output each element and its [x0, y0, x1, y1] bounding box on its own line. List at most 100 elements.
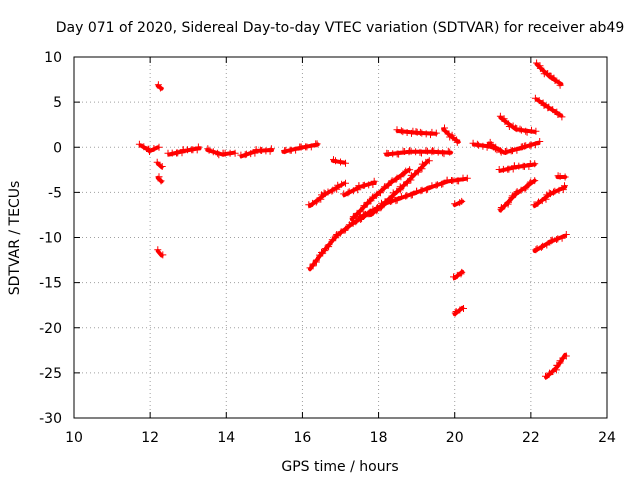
data-point [501, 202, 509, 210]
data-point [439, 149, 447, 157]
data-point [451, 200, 459, 208]
data-point [423, 147, 431, 155]
data-point [317, 195, 325, 203]
data-point [416, 148, 424, 156]
data-point [542, 195, 550, 203]
data-point [453, 138, 461, 146]
x-tick-label: 14 [217, 430, 235, 446]
data-point [535, 198, 542, 206]
data-point [516, 125, 524, 133]
data-point [215, 151, 223, 159]
data-series [135, 59, 570, 380]
data-point [561, 173, 569, 181]
data-point [205, 146, 213, 154]
data-point [449, 134, 457, 142]
axis-ticks: 10 12 14 16 18 20 22 24 -30 -25 -20 -15 -10 -5 0 5 10 [39, 50, 616, 446]
data-point [395, 150, 403, 158]
data-point [531, 141, 539, 149]
data-point [519, 143, 527, 151]
data-point [412, 148, 420, 156]
data-point [338, 180, 346, 188]
y-tick-label: 5 [53, 95, 62, 111]
data-point [313, 140, 321, 148]
data-point [446, 148, 454, 156]
data-point [349, 213, 357, 221]
data-point [378, 199, 385, 207]
data-point [393, 196, 401, 204]
data-point [146, 148, 153, 155]
data-point [251, 149, 259, 157]
data-point [155, 143, 163, 151]
data-segment [486, 138, 544, 156]
x-tick-label: 20 [446, 430, 464, 446]
data-segment [305, 179, 349, 209]
data-point [369, 208, 377, 216]
data-segment [441, 124, 461, 146]
data-point [369, 181, 377, 188]
data-segment [451, 197, 466, 208]
data-point [333, 231, 341, 238]
data-point [332, 157, 339, 165]
data-point [140, 143, 148, 151]
data-point [342, 225, 350, 233]
data-point [452, 308, 460, 315]
data-point [418, 149, 425, 157]
data-point [513, 146, 521, 154]
data-point [204, 145, 212, 153]
data-point [530, 201, 538, 209]
data-point [157, 177, 165, 185]
data-point [531, 160, 539, 168]
data-point [547, 190, 554, 198]
data-point [523, 128, 531, 136]
data-point [313, 197, 321, 205]
data-point [422, 130, 430, 138]
data-point [439, 180, 447, 188]
data-point [553, 236, 561, 243]
y-tick-label: -25 [39, 366, 62, 382]
data-point [509, 165, 517, 173]
x-tick-label: 10 [65, 430, 83, 446]
data-point [532, 246, 540, 254]
data-point [389, 193, 397, 201]
data-point [387, 178, 395, 186]
data-point [549, 368, 557, 375]
data-point [554, 235, 562, 243]
data-point [337, 228, 345, 236]
data-point [545, 189, 553, 197]
data-segment [530, 182, 568, 209]
data-segment [340, 177, 378, 198]
chart-title: Day 071 of 2020, Sidereal Day-to-day VTE… [56, 20, 625, 36]
data-point [457, 270, 465, 278]
data-point [373, 207, 381, 215]
data-point [418, 160, 426, 168]
data-point [534, 199, 542, 207]
data-point [455, 177, 463, 185]
data-point [354, 186, 362, 194]
data-point [550, 188, 557, 196]
data-point [153, 158, 161, 166]
data-point [547, 237, 555, 245]
x-tick-label: 18 [370, 430, 388, 446]
data-point [533, 245, 541, 253]
x-tick-label: 22 [522, 430, 540, 446]
data-point [512, 189, 520, 197]
data-segment [237, 145, 275, 159]
data-point [551, 187, 559, 195]
data-point [535, 97, 543, 105]
data-point [548, 236, 556, 244]
data-point [497, 204, 505, 211]
data-segment [542, 352, 570, 380]
data-point [159, 251, 167, 259]
data-point [150, 145, 158, 152]
data-point [135, 140, 143, 148]
data-point [267, 145, 275, 153]
data-point [546, 369, 553, 377]
data-segment [532, 231, 570, 254]
data-point [475, 141, 483, 149]
data-point [292, 146, 300, 154]
data-segment [383, 147, 454, 158]
data-point [496, 112, 504, 120]
data-point [320, 189, 328, 197]
